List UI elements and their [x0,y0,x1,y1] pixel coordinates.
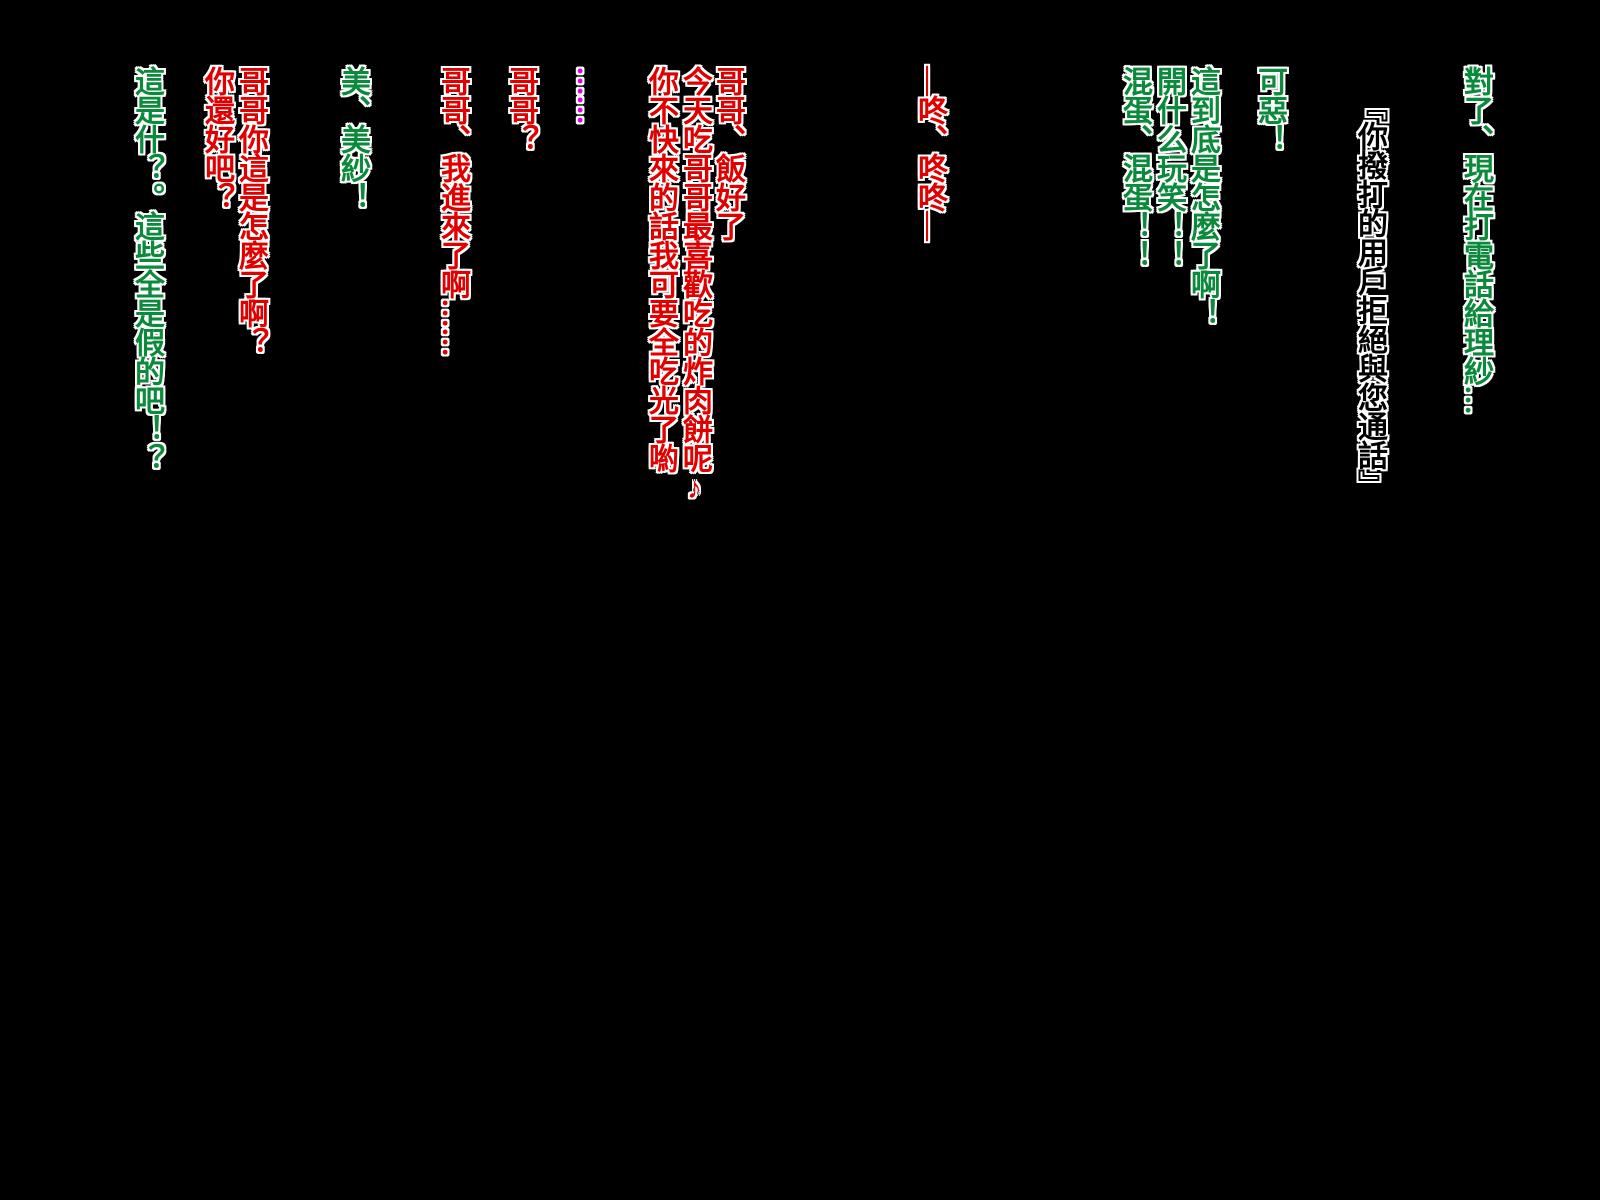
dialogue-line: 哥哥、我進來了啊…… [436,66,469,356]
dialogue-line: 對了、現在打電話給理紗… [1459,66,1492,414]
phone-message: 『你撥打的用戶拒絕與您通話』 [1353,92,1386,498]
sound-effect: —咚、咚咚— [913,66,946,240]
dialogue-line: 開什么玩笑！！ [1152,66,1185,269]
dialogue-line: 這是什？。這些全是假的吧！？ [130,66,163,472]
dialogue-line: …… [571,66,604,124]
dialogue-line: 今天吃哥哥最喜歡吃的炸肉餅呢♪ [678,66,711,504]
dialogue-line: 哥哥、飯好了 [711,66,744,240]
dialogue-line: 哥哥你這是怎麼了啊？ [234,66,267,356]
dialogue-line: 美、美紗！ [336,66,369,211]
dialogue-line: 這到底是怎麼了啊！ [1186,66,1219,327]
dialogue-line: 你還好吧？ [200,66,233,211]
dialogue-line: 混蛋、混蛋！！ [1118,66,1151,269]
dialogue-line: 可惡！ [1253,66,1286,153]
dialogue-line: 你不快來的話我可要全吃光了喲 [644,66,677,472]
dialogue-line: 哥哥？ [504,66,537,153]
